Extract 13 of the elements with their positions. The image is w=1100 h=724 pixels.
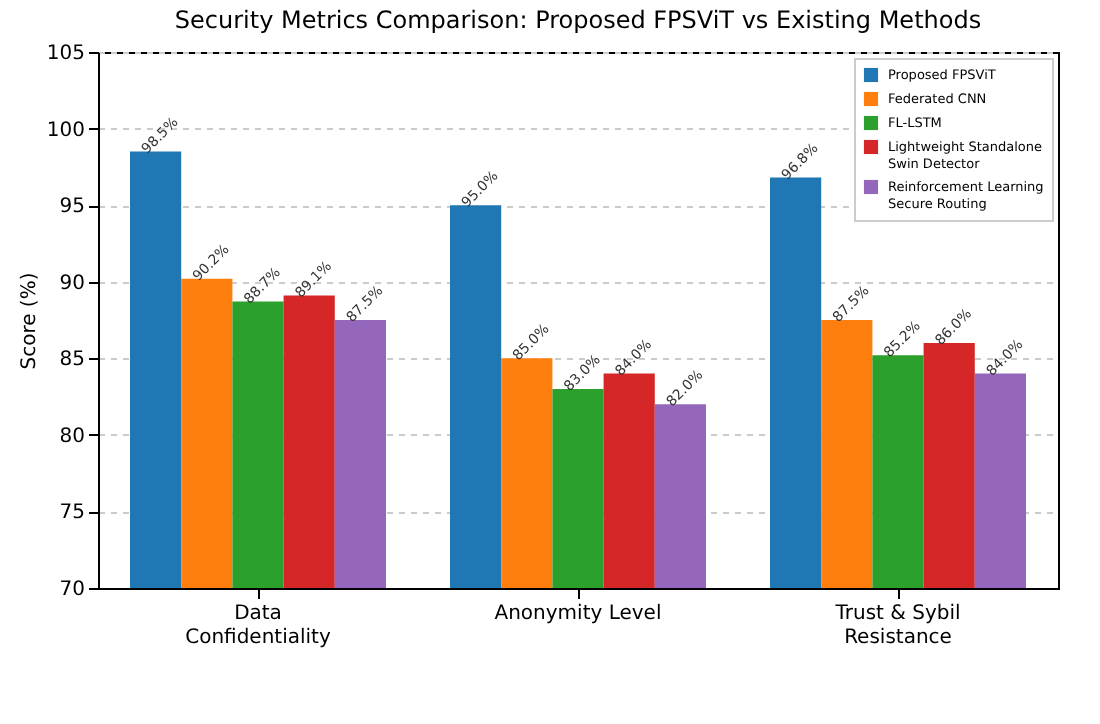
x-tick-label: Trust & Sybil Resistance xyxy=(833,603,961,649)
y-tick-label: 105 xyxy=(46,43,85,65)
y-tick-label: 70 xyxy=(59,579,85,601)
y-tick-label: 95 xyxy=(59,196,85,219)
y-tick-label: 80 xyxy=(59,425,85,448)
y-axis-title: Score (%) xyxy=(18,272,41,370)
chart-title: Security Metrics Comparison: Proposed FPSViT vs Existing Methods xyxy=(174,6,982,34)
y-tick-label: 75 xyxy=(59,502,85,525)
y-tick-label: 90 xyxy=(59,272,85,295)
x-tick-label: Data Confidentiality xyxy=(185,603,331,649)
x-tick-label: Anonymity Level xyxy=(494,603,662,625)
y-tick-label: 100 xyxy=(46,119,85,142)
y-tick-label: 85 xyxy=(59,349,85,372)
